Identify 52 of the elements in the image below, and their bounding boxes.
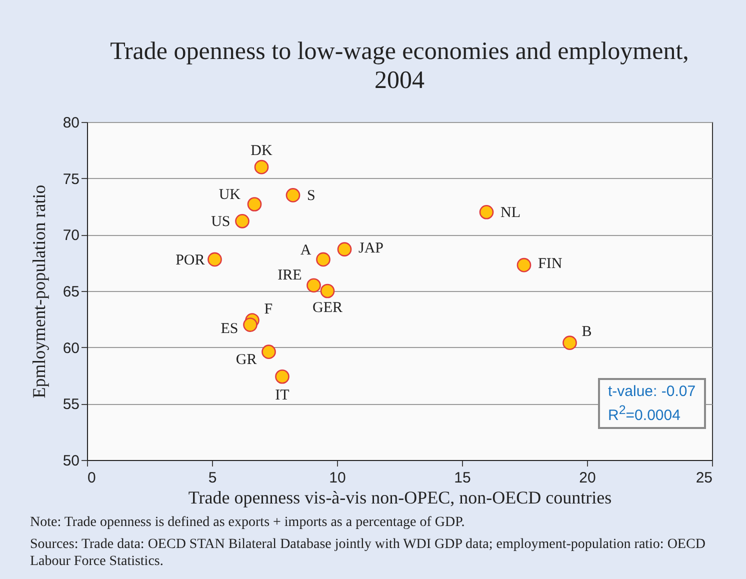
y-axis-title: Epmloyment-population ratio [28, 184, 49, 398]
point [254, 160, 269, 174]
x-axis-title: Trade openness vis-à-vis non-OPEC, non-OECD countries [188, 488, 612, 508]
series-label: GER [312, 300, 342, 316]
series-label: DK [250, 143, 272, 160]
point [208, 252, 222, 267]
series-label: S [307, 188, 316, 204]
series-label: NL [500, 205, 520, 222]
point [562, 336, 577, 350]
x-tick-label: 25 [696, 470, 712, 486]
chart-title: Trade openness to low-wage economies and employment, 2004 [110, 38, 689, 94]
series-label: B [582, 324, 592, 340]
point [243, 318, 258, 332]
y-tick-label: 60 [62, 340, 80, 357]
series-label: UK [218, 187, 241, 204]
series-label: GR [236, 352, 257, 368]
x-tick-label: 20 [579, 470, 596, 486]
point [247, 197, 262, 212]
x-tick-label: 5 [208, 470, 217, 486]
y-tick-label: 65 [62, 284, 80, 300]
series-label: FIN [538, 256, 562, 272]
series-label: ES [220, 320, 238, 337]
annotation: R$^{2}$=0.0004 [608, 402, 682, 425]
x-tick-label: 10 [329, 470, 346, 486]
point [275, 369, 290, 384]
x-tick-label: 0 [88, 470, 96, 486]
y-tick-label: 80 [62, 114, 80, 132]
y-tick-label: 50 [62, 452, 80, 470]
point [235, 214, 250, 228]
y-tick-label: 70 [62, 227, 80, 244]
point [306, 278, 321, 293]
source-note: Sources: Trade data: OECD STAN Bilateral Database jointly with WDI GDP data; employment-population ratio: OECD Labour Force Statistics. [30, 536, 706, 570]
series-label: A [300, 242, 312, 258]
point [337, 242, 352, 256]
point [316, 252, 330, 267]
point [516, 258, 532, 272]
point [479, 204, 494, 220]
series-label: IT [275, 388, 290, 404]
text: Note: Trade openness is defined as exports + imports as a percentage of GDP. [30, 514, 466, 531]
series-label: POR [176, 252, 205, 268]
point [320, 284, 335, 298]
point [286, 188, 300, 202]
y-tick-label: 55 [62, 396, 80, 414]
series-label: IRE [278, 267, 302, 284]
text-box: t-value: -0.07 R$^{2}$=0.0004 [598, 378, 706, 429]
series-label: US [211, 214, 230, 230]
series-label: F [264, 301, 273, 318]
y-tick-label: 75 [62, 170, 80, 188]
point [262, 344, 276, 359]
series-label: JAP [358, 240, 384, 256]
x-tick-label: 15 [454, 470, 471, 486]
annotation: t-value: -0.07 [608, 382, 696, 401]
